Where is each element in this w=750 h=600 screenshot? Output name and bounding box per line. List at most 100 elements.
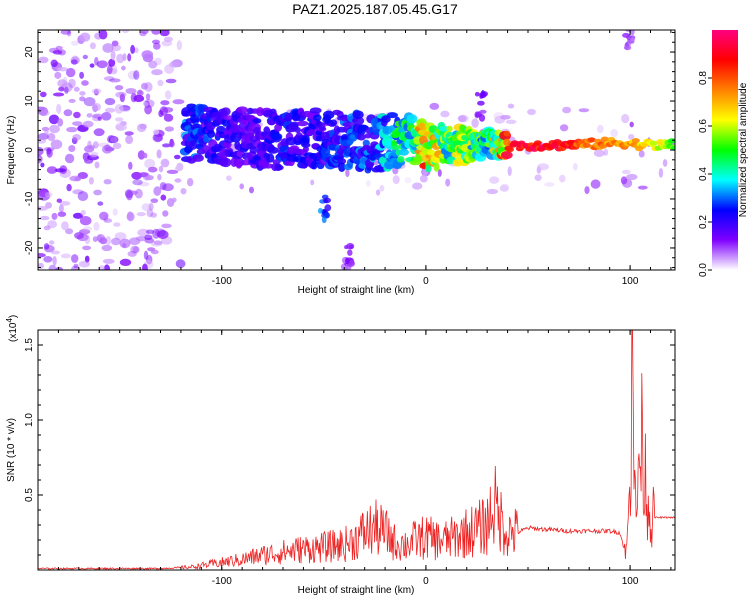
spectrogram-ridge-mark: [323, 110, 335, 120]
y-tick-label: 0.5: [24, 488, 35, 502]
spectrogram-speck: [48, 264, 57, 270]
spectrogram-speck: [89, 42, 96, 50]
spectrogram-speck: [84, 145, 95, 153]
spectrogram-ridge-mark: [220, 157, 232, 168]
spectrogram-branch-mark: [321, 216, 327, 224]
snr-x-axis-title: Height of straight line (km): [298, 585, 415, 596]
spectrogram-speck: [180, 188, 187, 195]
spectrogram-branch-mark: [477, 100, 485, 106]
spectrogram-speck: [597, 124, 604, 134]
spectrogram-speck: [79, 96, 86, 102]
spectrogram-speck: [71, 254, 79, 263]
spectrogram-speck: [74, 232, 84, 240]
spectrogram-speck: [147, 166, 158, 173]
spectrogram-speck: [366, 180, 371, 187]
spectrogram-ridge-mark: [302, 134, 310, 145]
spectrogram-speck: [102, 258, 115, 264]
spectrogram-speck: [151, 30, 161, 35]
spectrogram-speck: [157, 230, 169, 239]
spectrogram-speck: [77, 172, 89, 179]
spectrogram-speck: [88, 177, 94, 185]
spectrogram-speck: [63, 109, 73, 117]
spectrogram-ridge-mark: [301, 142, 311, 148]
spectrogram-ridge-mark: [391, 144, 400, 150]
spectrogram-speck: [102, 145, 113, 154]
spectrogram-speck: [40, 162, 45, 168]
spectrogram-speck: [590, 179, 601, 189]
x-tick-label: -100: [212, 576, 232, 587]
spectrogram-ridge-mark: [433, 162, 440, 172]
spectrogram-branch-mark: [479, 109, 487, 114]
spectrogram-speck: [150, 212, 157, 218]
spectrogram-speck: [65, 228, 74, 235]
spectrogram-ridge-mark: [446, 125, 453, 132]
spectrogram-speck: [148, 202, 154, 211]
spectrogram-speck: [52, 255, 57, 266]
spectrogram-speck: [49, 124, 60, 134]
spectrogram-speck: [79, 91, 86, 96]
spectrogram-speck: [629, 121, 634, 128]
spectrogram-ridge-mark: [296, 120, 309, 127]
spectrogram-speck: [56, 198, 62, 203]
spectrogram-speck: [98, 30, 108, 40]
spectrogram-speck: [610, 129, 619, 137]
spectrogram-speck: [165, 78, 177, 84]
spectrogram-speck: [137, 228, 150, 237]
spectrogram-speck: [122, 30, 129, 34]
spectrogram-speck: [82, 120, 94, 128]
y-tick-label: -20: [24, 240, 35, 255]
spectrogram-ridge-mark: [236, 106, 248, 114]
spectrogram-ridge-mark: [252, 118, 262, 124]
spectrogram-speck: [68, 98, 76, 103]
spectrogram-speck: [38, 206, 48, 211]
spectrogram-speck: [153, 186, 162, 196]
spectrogram-speck: [163, 113, 174, 122]
spectrogram-ridge-mark: [352, 116, 365, 126]
spectrogram-speck: [142, 263, 148, 270]
spectrogram-speck: [157, 174, 162, 181]
spectrogram-speck: [56, 103, 62, 114]
spectrogram-speck: [159, 30, 170, 37]
spectrogram-speck: [114, 85, 124, 91]
spectrogram-ridge-mark: [582, 142, 591, 148]
spectrogram-speck: [115, 124, 128, 131]
spectrogram-speck: [105, 236, 112, 246]
y-tick-label: 20: [24, 46, 35, 58]
spectrogram-speck: [172, 197, 177, 203]
spectrogram-speck: [93, 189, 102, 196]
colorbar-tick-label: 0.8: [698, 71, 709, 85]
spectrogram-speck: [127, 70, 138, 80]
spectrogram-speck: [69, 175, 81, 182]
spectrogram-speck: [73, 111, 81, 119]
snr-y-multiplier-base: (x10: [8, 322, 19, 342]
x-tick-label: 0: [423, 276, 429, 287]
colorbar-label: Normalized spectral amplitude: [738, 82, 749, 217]
spectrogram-speck: [115, 91, 127, 98]
x-tick-label: -100: [212, 276, 232, 287]
spectrogram-speck: [82, 54, 89, 60]
spectrogram-speck: [419, 174, 428, 183]
spectrogram-speck: [376, 189, 381, 196]
snr-x-ticks: -100 0 100: [37, 330, 672, 587]
spectrogram-speck: [153, 135, 163, 142]
spectrogram-speck: [160, 100, 170, 106]
spectrogram-speck: [226, 175, 232, 181]
spectrogram-speck: [626, 173, 638, 181]
spectrogram-speck: [51, 212, 58, 220]
spectrogram-ridge-mark: [503, 130, 511, 137]
spectrogram-speck: [91, 103, 101, 111]
spectrogram-speck: [119, 93, 125, 103]
spectrogram-ridge-mark: [337, 158, 347, 165]
spectrogram-speck: [137, 181, 150, 187]
spectrogram-branch-mark: [317, 207, 323, 214]
spectrogram-speck: [162, 183, 174, 192]
spectrogram-speck: [153, 129, 160, 135]
spectrogram-branch-mark: [478, 114, 486, 122]
spectrogram-speck: [154, 57, 162, 66]
spectrogram-speck: [507, 166, 512, 177]
spectrogram-speck: [125, 190, 133, 201]
spectrogram-speck: [429, 102, 440, 110]
spectrogram-speck: [133, 70, 140, 80]
spectrogram-ridge-mark: [500, 151, 513, 160]
spectrogram-speck: [119, 106, 131, 112]
